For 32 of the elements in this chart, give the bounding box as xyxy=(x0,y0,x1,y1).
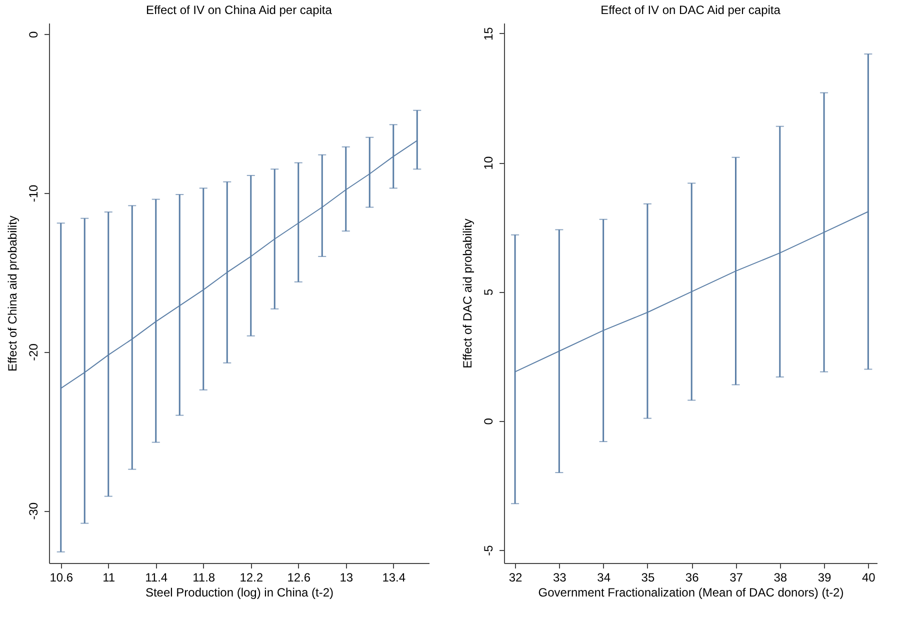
x-tick-label: 11.8 xyxy=(192,570,216,584)
x-axis-title: Government Fractionalization (Mean of DAC donors) (t-2) xyxy=(538,586,844,600)
x-tick-label: 39 xyxy=(818,570,832,584)
x-tick-label: 12.6 xyxy=(287,570,311,584)
y-tick-label: 10 xyxy=(482,156,496,170)
x-tick-label: 13 xyxy=(340,570,354,584)
x-tick-label: 34 xyxy=(597,570,611,584)
chart-title: Effect of IV on China Aid per capita xyxy=(146,3,332,17)
y-tick-label: -30 xyxy=(26,502,40,520)
y-tick-label: -10 xyxy=(26,184,40,202)
y-tick-label: 15 xyxy=(482,26,496,41)
y-tick-label: 0 xyxy=(26,30,40,38)
x-tick-label: 12.2 xyxy=(240,570,264,584)
x-tick-label: 37 xyxy=(730,570,744,584)
x-tick-label: 11 xyxy=(102,570,116,584)
x-tick-label: 33 xyxy=(553,570,567,584)
y-tick-label: 5 xyxy=(482,288,496,296)
y-tick-label: 0 xyxy=(482,418,496,425)
y-axis-title: Effect of China aid probability xyxy=(6,216,20,372)
x-tick-label: 36 xyxy=(685,570,700,584)
x-tick-label: 38 xyxy=(774,570,788,584)
x-tick-label: 40 xyxy=(862,570,876,584)
x-axis-title: Steel Production (log) in China (t-2) xyxy=(145,586,334,600)
x-tick-label: 35 xyxy=(641,570,655,584)
x-tick-label: 13.4 xyxy=(382,570,406,584)
y-axis-title: Effect of DAC aid probability xyxy=(460,218,474,368)
x-tick-label: 10.6 xyxy=(50,570,74,584)
chart-title: Effect of IV on DAC Aid per capita xyxy=(600,3,781,17)
x-tick-label: 32 xyxy=(508,570,523,584)
y-tick-label: -20 xyxy=(26,343,40,361)
x-tick-label: 11.4 xyxy=(145,570,168,584)
y-tick-label: -5 xyxy=(482,544,496,556)
